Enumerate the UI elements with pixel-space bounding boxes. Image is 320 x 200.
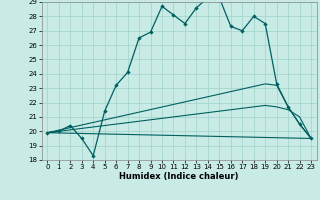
X-axis label: Humidex (Indice chaleur): Humidex (Indice chaleur) xyxy=(119,172,239,181)
